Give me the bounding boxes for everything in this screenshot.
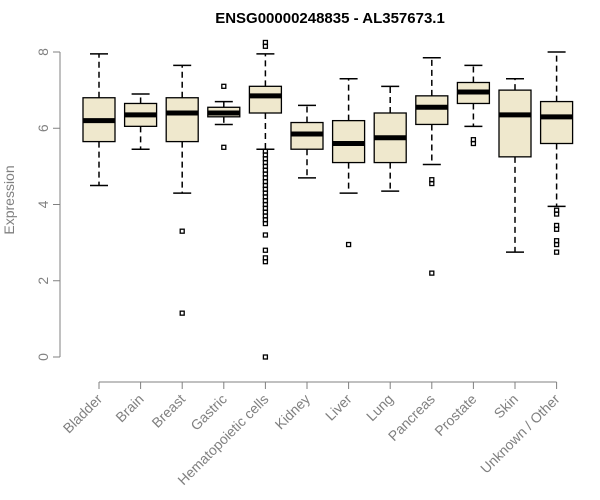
outlier-point — [262, 354, 269, 360]
box-iqr — [415, 95, 449, 126]
x-tick-label: Prostate — [431, 391, 479, 439]
y-tick-label: 8 — [35, 48, 51, 56]
boxes-layer — [82, 39, 574, 360]
outlier-point — [553, 249, 560, 255]
box-group — [290, 104, 324, 179]
outlier-point — [179, 228, 185, 234]
outlier-point — [553, 226, 560, 232]
chart-title: ENSG00000248835 - AL357673.1 — [215, 10, 445, 27]
box-group — [373, 85, 407, 192]
y-tick-label: 4 — [35, 200, 51, 208]
box-iqr — [165, 97, 199, 143]
box-group — [248, 39, 283, 360]
y-tick-label: 2 — [35, 277, 51, 285]
box-group — [123, 93, 158, 150]
x-tick-label: Unknown / Other — [477, 391, 563, 477]
y-axis-label: Expression — [1, 165, 17, 234]
outlier-point — [345, 241, 352, 248]
box-iqr — [539, 100, 574, 145]
box-group — [415, 56, 449, 276]
outlier-point — [470, 140, 477, 147]
x-tick-label: Kidney — [272, 391, 314, 433]
box-group — [165, 64, 199, 316]
box-group — [498, 77, 532, 253]
x-tick-label: Breast — [148, 391, 188, 431]
x-tick-label: Lung — [363, 391, 396, 424]
x-tick-label: Bladder — [60, 391, 106, 437]
outlier-point — [553, 241, 560, 248]
x-tick-label: Skin — [491, 391, 522, 422]
x-tick-label: Liver — [322, 391, 355, 424]
box-group — [331, 77, 366, 248]
outlier-point — [262, 232, 269, 238]
box-iqr — [498, 89, 532, 158]
x-tick-label: Brain — [112, 391, 146, 425]
box-group — [456, 64, 491, 147]
outlier-point — [262, 43, 269, 49]
box-iqr — [248, 85, 283, 114]
outlier-point — [262, 259, 269, 265]
box-group — [207, 83, 241, 150]
outlier-point — [553, 211, 560, 217]
box-group — [82, 53, 116, 187]
outlier-point — [429, 180, 435, 187]
y-tick-label: 0 — [35, 353, 51, 361]
y-axis: 0 2 4 6 8 — [35, 48, 61, 361]
outlier-point — [179, 310, 185, 316]
outlier-point — [221, 144, 227, 150]
outlier-point — [262, 220, 269, 227]
outlier-point — [221, 83, 227, 89]
y-tick-label: 6 — [35, 124, 51, 132]
outlier-point — [262, 247, 269, 253]
box-group — [539, 51, 574, 255]
outlier-point — [429, 270, 435, 276]
